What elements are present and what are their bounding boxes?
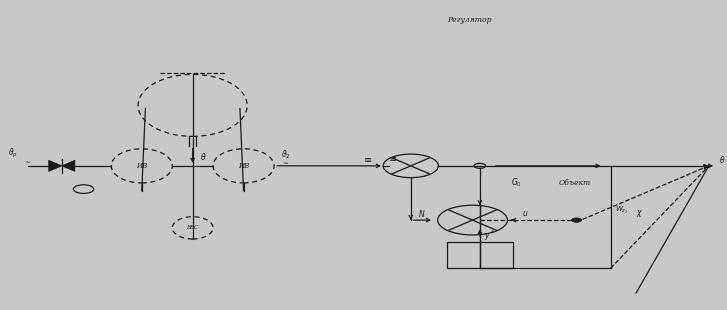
- Text: Объект: Объект: [558, 179, 590, 187]
- Text: Регулятор: Регулятор: [446, 16, 491, 24]
- Text: $\theta$: $\theta$: [719, 154, 725, 165]
- Polygon shape: [62, 160, 75, 171]
- Bar: [447, 242, 513, 268]
- Text: $\sim$: $\sim$: [23, 157, 32, 165]
- Text: $\sim$: $\sim$: [281, 158, 290, 166]
- Text: $u$: $u$: [523, 209, 529, 218]
- Text: $y^*$: $y^*$: [484, 229, 494, 243]
- Text: $\equiv$: $\equiv$: [361, 155, 373, 164]
- Text: $\chi$: $\chi$: [636, 208, 643, 219]
- Text: ВЕС: ВЕС: [187, 225, 198, 230]
- Text: $\vartheta_p$: $\vartheta_p$: [8, 147, 18, 160]
- Text: $\equiv$: $\equiv$: [387, 153, 398, 163]
- Text: $N$: $N$: [418, 208, 425, 219]
- Text: $\theta$: $\theta$: [201, 151, 206, 162]
- Text: ИВ: ИВ: [238, 162, 249, 170]
- Text: ИВ: ИВ: [136, 162, 148, 170]
- Polygon shape: [49, 160, 62, 171]
- Text: $G_0$: $G_0$: [510, 177, 522, 189]
- Text: $\vartheta_2$: $\vartheta_2$: [281, 148, 291, 161]
- Circle shape: [571, 218, 582, 222]
- Text: $W_{z_2}$: $W_{z_2}$: [615, 205, 628, 216]
